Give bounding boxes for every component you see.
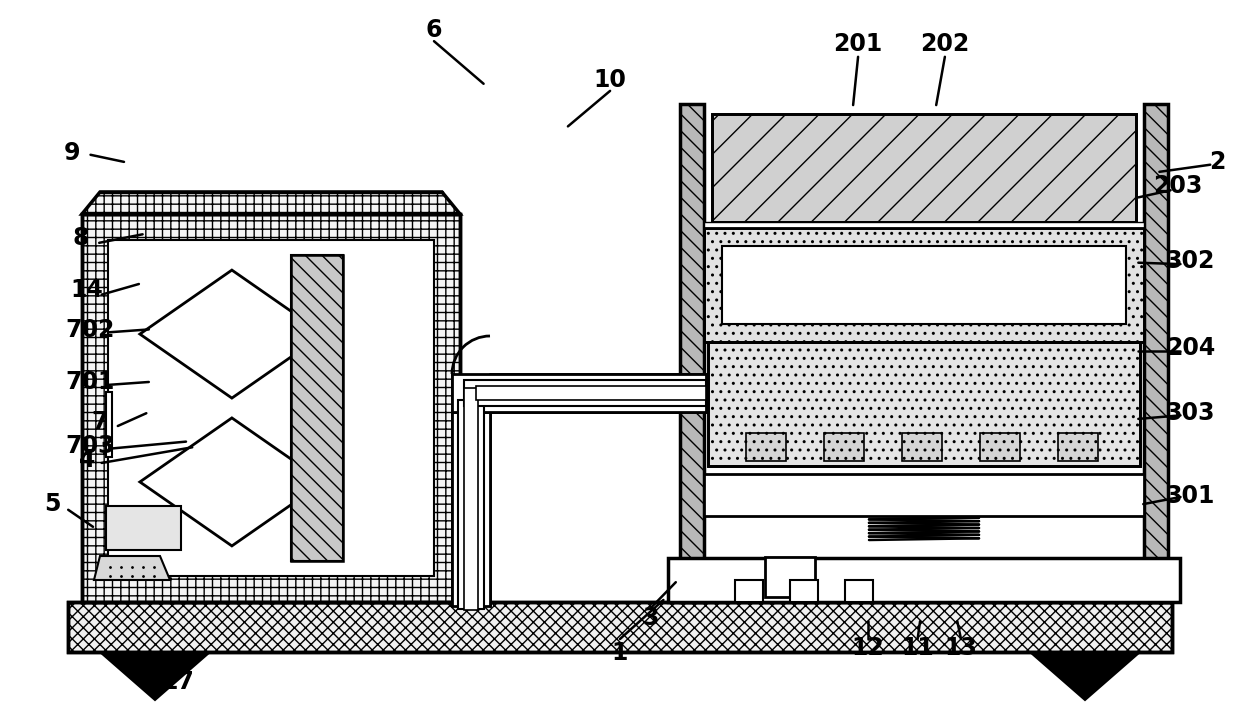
- Bar: [825, 433, 864, 461]
- Bar: [708, 342, 1140, 466]
- Text: 5: 5: [43, 492, 61, 516]
- Text: 9: 9: [63, 141, 81, 165]
- Bar: [105, 506, 181, 550]
- Bar: [680, 104, 704, 602]
- Text: 14: 14: [71, 278, 103, 302]
- Text: 2: 2: [1209, 150, 1226, 174]
- Bar: [458, 400, 484, 609]
- Bar: [765, 557, 815, 597]
- Polygon shape: [94, 556, 170, 580]
- Bar: [1145, 104, 1168, 602]
- Bar: [844, 580, 873, 602]
- Bar: [453, 412, 490, 606]
- Polygon shape: [140, 418, 324, 546]
- Text: 8: 8: [72, 226, 89, 250]
- Bar: [680, 104, 704, 602]
- Text: 301: 301: [1166, 484, 1215, 508]
- Bar: [290, 255, 342, 561]
- Bar: [105, 392, 112, 457]
- Bar: [735, 580, 763, 602]
- Bar: [464, 380, 706, 406]
- Polygon shape: [140, 270, 324, 398]
- Bar: [464, 388, 477, 610]
- Bar: [704, 474, 1145, 516]
- Text: 201: 201: [833, 32, 883, 56]
- Polygon shape: [82, 192, 460, 214]
- Bar: [901, 433, 942, 461]
- Bar: [1145, 104, 1168, 602]
- Bar: [453, 374, 706, 412]
- Polygon shape: [1030, 652, 1140, 700]
- Bar: [704, 104, 1145, 602]
- Text: 303: 303: [1166, 401, 1215, 425]
- Bar: [668, 558, 1180, 602]
- Text: 4: 4: [78, 448, 95, 472]
- Bar: [704, 228, 1145, 342]
- Bar: [980, 433, 1021, 461]
- Bar: [790, 580, 818, 602]
- Bar: [689, 597, 890, 602]
- Bar: [68, 602, 1172, 652]
- Text: 202: 202: [920, 32, 970, 56]
- Bar: [704, 228, 1145, 342]
- Bar: [712, 114, 1136, 222]
- Text: 702: 702: [66, 318, 115, 342]
- Text: 203: 203: [1153, 174, 1203, 198]
- Text: 6: 6: [425, 18, 443, 42]
- Text: 11: 11: [901, 635, 934, 660]
- Text: 302: 302: [1166, 249, 1215, 273]
- Text: 701: 701: [66, 370, 115, 394]
- Bar: [704, 222, 1145, 228]
- Text: 7: 7: [91, 410, 108, 435]
- Bar: [68, 602, 1172, 652]
- Text: 10: 10: [594, 67, 626, 92]
- Bar: [108, 240, 434, 576]
- Bar: [708, 342, 1140, 466]
- Text: 3: 3: [642, 606, 660, 630]
- Bar: [82, 214, 460, 602]
- Bar: [712, 114, 1136, 222]
- Bar: [1058, 433, 1097, 461]
- Bar: [290, 255, 342, 561]
- Text: 1: 1: [611, 641, 629, 665]
- Text: 17: 17: [161, 670, 193, 694]
- Polygon shape: [100, 652, 210, 700]
- Bar: [82, 214, 460, 602]
- Bar: [722, 246, 1126, 324]
- Text: 12: 12: [852, 635, 884, 660]
- Bar: [746, 433, 786, 461]
- Text: 703: 703: [66, 434, 115, 458]
- Text: 13: 13: [945, 635, 977, 660]
- Text: 204: 204: [1166, 336, 1215, 360]
- Bar: [476, 386, 706, 400]
